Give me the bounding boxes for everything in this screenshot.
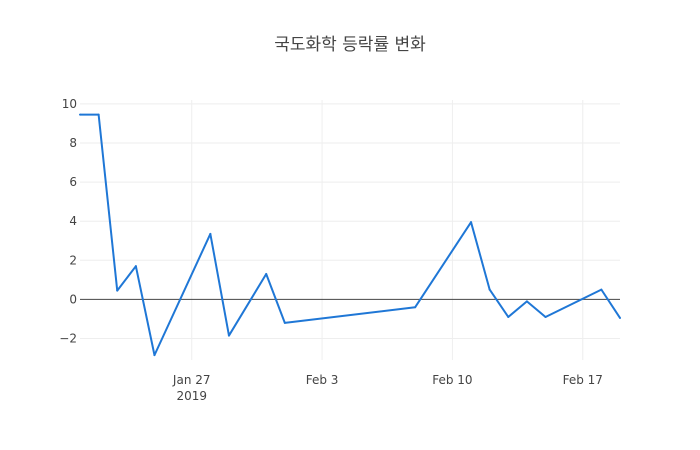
data-point [414,306,417,309]
data-point [544,315,547,318]
y-tick-label: 10 [62,97,77,111]
x-tick-label: Feb 17 [563,373,603,387]
x-axis-ticks: Jan 27 2019 Feb 3 Feb 10 Feb 17 [172,373,603,403]
data-point [265,272,268,275]
data-point [153,354,156,357]
grid [80,100,620,360]
y-tick-label: 6 [69,175,77,189]
y-tick-label: 4 [69,214,77,228]
x-tick-sublabel: 2019 [176,389,207,403]
y-tick-label: 8 [69,136,77,150]
y-axis-ticks: 10 8 6 4 2 0 −2 [59,97,77,346]
data-point [134,265,137,268]
chart-title: 국도화학 등락률 변화 [274,35,426,55]
series-line [80,113,621,357]
data-point [283,321,286,324]
y-tick-label: 0 [69,292,77,306]
data-point [209,232,212,235]
data-point [116,289,119,292]
data-point [507,315,510,318]
data-point [525,300,528,303]
data-point [619,316,621,319]
data-point [488,288,491,291]
data-point [600,288,603,291]
data-point [470,221,473,224]
data-point [227,334,230,337]
data-point [79,113,81,116]
x-tick-label: Feb 3 [306,373,339,387]
y-tick-label: −2 [59,331,77,345]
data-point [97,113,100,116]
series-group [79,113,621,357]
x-tick-label: Feb 10 [432,373,472,387]
x-tick-label: Jan 27 [172,373,211,387]
y-tick-label: 2 [69,253,77,267]
